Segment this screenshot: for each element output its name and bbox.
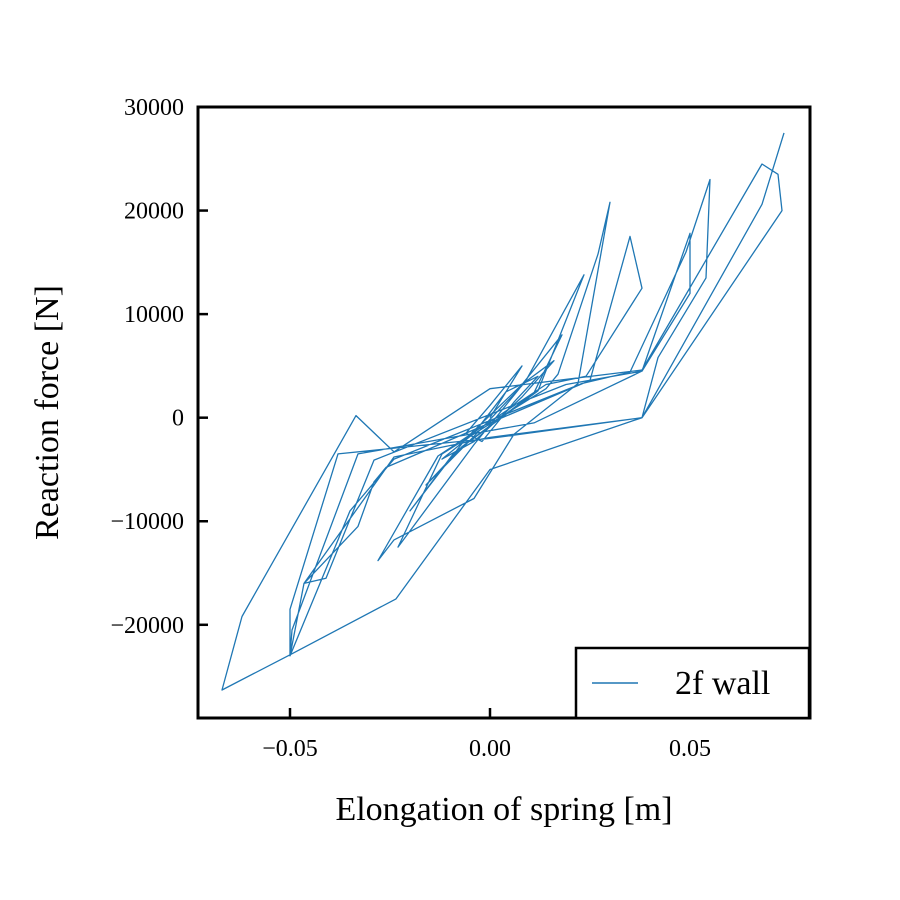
x-tick-label: 0.00 <box>469 736 511 762</box>
y-tick-label: −20000 <box>110 613 184 639</box>
y-tick-label: 20000 <box>124 199 184 225</box>
y-tick-label: 10000 <box>124 302 184 328</box>
y-axis-title: Reaction force [N] <box>29 285 66 540</box>
tick-labels: −0.05 0.00 0.05 −20000 −10000 0 10000 20000 3000… <box>110 95 711 762</box>
series-line <box>221 132 785 691</box>
y-tick-label: 0 <box>172 406 184 432</box>
series-layer <box>221 132 785 691</box>
y-tick-label: −10000 <box>110 509 184 535</box>
y-tick-label: 30000 <box>124 95 184 121</box>
legend-label: 2f wall <box>675 665 770 702</box>
plot-frame <box>196 105 812 720</box>
x-tick-label: −0.05 <box>262 736 318 762</box>
legend: 2f wall <box>574 646 811 720</box>
x-axis-title: Elongation of spring [m] <box>335 791 672 828</box>
x-tick-label: 0.05 <box>669 736 711 762</box>
